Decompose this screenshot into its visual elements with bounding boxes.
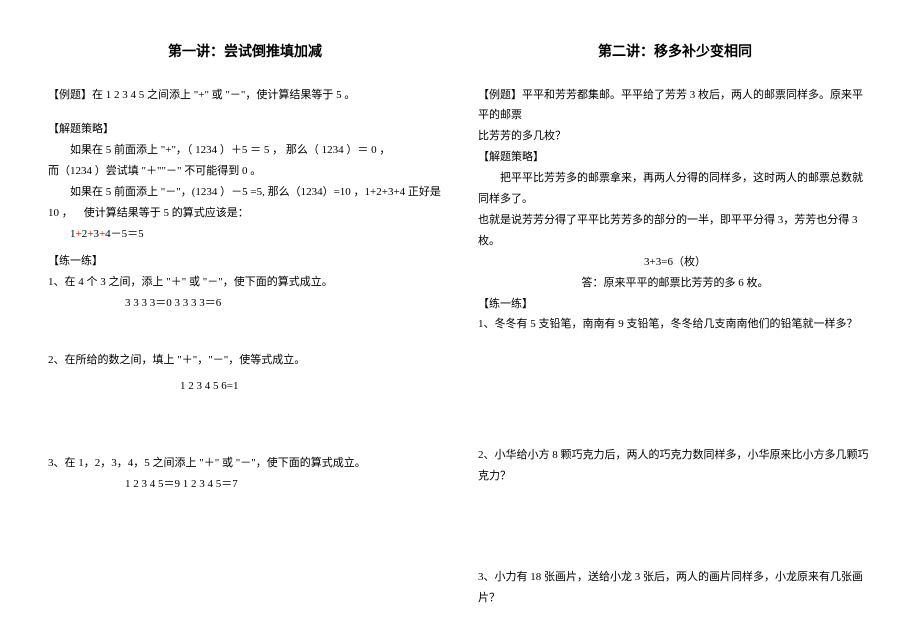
practice-label-r: 【练一练】 (478, 294, 872, 315)
strategy-r2: 也就是说芳芳分得了平平比芳芳多的部分的一半，即平平分得 3，芳芳也分得 3 枚。 (478, 210, 872, 252)
example-text: 在 1 2 3 4 5 之间添上 "+" 或 "－"，使计算结果等于 5 。 (92, 89, 355, 101)
practice-2-eq: 1 2 3 4 5 6=1 (48, 376, 442, 397)
example-text-r: 平平和芳芳都集邮。平平给了芳芳 3 枚后，两人的邮票同样多。原来平平的邮票 (478, 89, 863, 122)
ans-rest: －5＝5 (111, 228, 144, 240)
lecture1-title: 第一讲：尝试倒推填加减 (48, 40, 442, 67)
practice-2: 2、在所给的数之间，填上 "＋"，"－"，使等式成立。 (48, 350, 442, 371)
strategy-label: 【解题策略】 (48, 119, 442, 140)
strategy-line-4b: 使计算结果等于 5 的算式应该是： (84, 207, 249, 219)
example-block-r: 【例题】平平和芳芳都集邮。平平给了芳芳 3 枚后，两人的邮票同样多。原来平平的邮… (478, 85, 872, 127)
example-label-r: 【例题】 (478, 89, 522, 101)
lecture2-title: 第二讲：移多补少变相同 (478, 40, 872, 67)
strategy-r1: 把平平比芳芳多的邮票拿来，再两人分得的同样多，这时两人的邮票总数就同样多了。 (478, 168, 872, 210)
practice-1-eq: 3 3 3 3＝0 3 3 3 3＝6 (48, 293, 442, 314)
strategy-calc: 3+3=6（枚） (478, 252, 872, 273)
answer-line: 1+2+3+4－5＝5 (48, 224, 442, 245)
strategy-label-r: 【解题策略】 (478, 147, 872, 168)
example-block: 【例题】在 1 2 3 4 5 之间添上 "+" 或 "－"，使计算结果等于 5… (48, 85, 442, 106)
strategy-ans: 答：原来平平的邮票比芳芳的多 6 枚。 (478, 273, 872, 294)
example-label: 【例题】 (48, 89, 92, 101)
practice-r3: 3、小力有 18 张画片，送给小龙 3 张后，两人的画片同样多，小龙原来有几张画… (478, 567, 872, 609)
practice-3-eq: 1 2 3 4 5＝9 1 2 3 4 5＝7 (48, 474, 442, 495)
practice-1: 1、在 4 个 3 之间，添上 "＋" 或 "－"，使下面的算式成立。 (48, 272, 442, 293)
practice-r1: 1、冬冬有 5 支铅笔，南南有 9 支铅笔，冬冬给几支南南他们的铅笔就一样多？ (478, 314, 872, 335)
strategy-line-4a: 10 ， (48, 207, 73, 219)
practice-3: 3、在 1，2，3，4，5 之间添上 "＋" 或 "－"，使下面的算式成立。 (48, 453, 442, 474)
strategy-line-1: 如果在 5 前面添上 "+"，（ 1234 ）＋5 ＝ 5 ， 那么（ 1234… (48, 140, 442, 161)
practice-label: 【练一练】 (48, 251, 442, 272)
strategy-line-3: 如果在 5 前面添上 "－"，(1234 ）－5 =5, 那么（1234）=10… (48, 182, 442, 203)
strategy-line-2: 而（1234 ）尝试填 "＋""－" 不可能得到 0 。 (48, 161, 442, 182)
practice-r2: 2、小华给小方 8 颗巧克力后，两人的巧克力数同样多，小华原来比小方多几颗巧克力… (478, 445, 872, 487)
right-column: 第二讲：移多补少变相同 【例题】平平和芳芳都集邮。平平给了芳芳 3 枚后，两人的… (460, 40, 890, 620)
strategy-line-4: 10 ， 使计算结果等于 5 的算式应该是： (48, 203, 442, 224)
page: 第一讲：尝试倒推填加减 【例题】在 1 2 3 4 5 之间添上 "+" 或 "… (0, 0, 920, 640)
example-text-r2: 比芳芳的多几枚？ (478, 126, 872, 147)
left-column: 第一讲：尝试倒推填加减 【例题】在 1 2 3 4 5 之间添上 "+" 或 "… (30, 40, 460, 620)
